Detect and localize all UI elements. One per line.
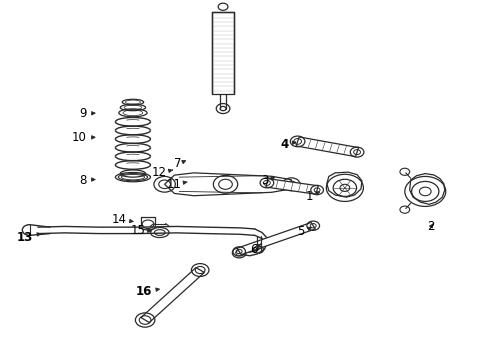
Text: 16: 16 — [136, 285, 159, 298]
Polygon shape — [141, 267, 204, 323]
Text: 7: 7 — [174, 157, 186, 170]
Text: 13: 13 — [17, 231, 41, 244]
Text: 5: 5 — [297, 225, 311, 238]
Polygon shape — [165, 173, 291, 196]
Text: 15: 15 — [130, 224, 151, 237]
Text: 8: 8 — [79, 174, 95, 186]
Text: 11: 11 — [167, 178, 187, 191]
Text: 4: 4 — [281, 138, 296, 151]
Polygon shape — [410, 174, 445, 204]
Text: 6: 6 — [250, 243, 261, 256]
Polygon shape — [296, 137, 359, 157]
Text: 10: 10 — [72, 131, 95, 144]
Text: 14: 14 — [112, 213, 133, 226]
Polygon shape — [266, 179, 318, 194]
Polygon shape — [237, 222, 315, 255]
Text: 2: 2 — [427, 220, 435, 233]
Text: 9: 9 — [79, 107, 95, 120]
Polygon shape — [327, 172, 362, 197]
Text: 12: 12 — [152, 166, 172, 179]
Text: 3: 3 — [261, 174, 274, 187]
Text: 1: 1 — [306, 190, 319, 203]
Polygon shape — [212, 12, 234, 94]
